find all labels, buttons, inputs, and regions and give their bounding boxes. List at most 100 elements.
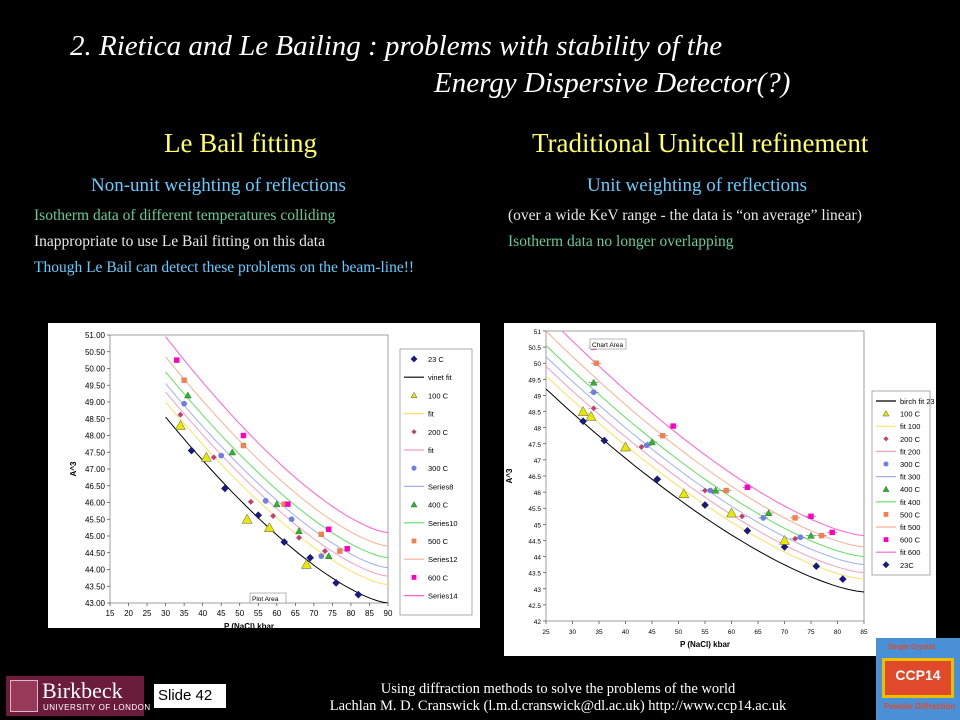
data-point — [344, 546, 350, 552]
legend-label: 300 C — [900, 460, 921, 469]
legend-entry: fit — [404, 410, 435, 419]
x-tick-label: 70 — [309, 609, 318, 618]
legend-entry: 100 C — [410, 391, 449, 400]
fit-line-4 — [546, 345, 864, 558]
legend-entry: Series8 — [404, 482, 453, 491]
legend-label: 23 C — [428, 355, 444, 364]
data-point — [228, 448, 237, 456]
legend-label: fit 300 — [900, 473, 920, 482]
footer-line1: Using diffraction methods to solve the p… — [380, 681, 736, 697]
y-tick-label: 47.50 — [85, 448, 106, 457]
data-point — [221, 484, 229, 493]
x-tick-label: 70 — [781, 629, 789, 636]
data-point — [643, 442, 650, 449]
unitcell-chart-svg: 42 42.5 43 43.5 44 44.5 45 45.5 46 46.5 47 47.5 48 48… — [505, 329, 935, 649]
data-point — [354, 590, 363, 599]
y-tick-label: 51.00 — [85, 331, 106, 340]
legend-label: 200 C — [428, 428, 449, 437]
y-tick-label: 47.5 — [528, 442, 541, 449]
x-tick-label: 65 — [291, 609, 300, 618]
y-axis-label: A^3 — [69, 461, 78, 476]
data-point — [648, 438, 656, 446]
y-tick-label: 46.50 — [85, 482, 106, 491]
x-tick-label: 80 — [346, 609, 355, 618]
y-tick-label: 48.00 — [85, 432, 106, 441]
footer-line2: Lachlan M. D. Cranswick (l.m.d.cranswick… — [329, 698, 787, 714]
data-point — [637, 443, 646, 451]
data-point — [590, 389, 597, 396]
x-tick-label: 45 — [648, 629, 656, 636]
fit-line-5 — [165, 356, 388, 547]
data-point — [184, 391, 192, 399]
legend-entry: Series14 — [404, 592, 458, 601]
plot-area — [545, 330, 865, 622]
data-point — [200, 451, 212, 462]
x-tick-label: 75 — [807, 629, 815, 636]
y-axis-label: A^3 — [505, 468, 514, 483]
data-point — [301, 558, 312, 569]
data-point — [838, 575, 847, 583]
series-400-c — [184, 391, 333, 560]
y-tick-label: 44.5 — [528, 538, 541, 545]
data-point — [744, 484, 751, 490]
data-point — [818, 532, 825, 539]
data-point — [262, 497, 269, 504]
y-tick-label: 50.00 — [85, 365, 106, 374]
data-point — [269, 512, 277, 520]
x-axis-label: P (NaCl) kbar — [680, 640, 730, 649]
data-point — [240, 432, 247, 439]
legend-entry: vinet fit — [404, 373, 453, 382]
annotation-label: Plot Area — [252, 596, 279, 603]
data-point — [797, 534, 804, 541]
legend-marker — [883, 461, 889, 467]
legend-entry: 500 C — [411, 537, 449, 546]
legend-marker — [882, 561, 890, 569]
legend-marker — [882, 435, 890, 443]
y-tick-label: 47.00 — [85, 465, 106, 474]
series-100-c — [577, 406, 790, 545]
annotation-box — [589, 338, 627, 350]
x-tick-label: 35 — [180, 609, 189, 618]
fit-line-1 — [165, 401, 388, 586]
legend-label: 100 C — [900, 410, 921, 419]
legend-entry: fit 100 — [876, 422, 920, 431]
data-point — [174, 357, 180, 363]
y-tick-label: 46.5 — [528, 474, 541, 481]
legend-marker — [410, 428, 418, 436]
ccp14-badge: CCP14 — [882, 658, 954, 698]
data-point — [807, 531, 815, 539]
y-tick-label: 50.5 — [528, 345, 541, 352]
data-point — [585, 410, 597, 421]
series-300-c — [588, 389, 806, 541]
data-point — [723, 487, 729, 494]
x-tick-label: 40 — [198, 609, 207, 618]
y-tick-label: 42.5 — [528, 603, 541, 610]
le-bail-chart-svg: 43.00 43.50 44.00 44.50 45.00 45.50 46.00 46.50… — [69, 331, 473, 628]
birkbeck-crest-icon — [10, 680, 38, 712]
y-tick-label: 48 — [534, 426, 542, 433]
data-point — [176, 410, 185, 419]
legend-entry: 23C — [882, 561, 914, 570]
legend-label: 400 C — [900, 485, 921, 494]
fit-line-6 — [165, 336, 388, 534]
y-tick-label: 48.5 — [528, 410, 541, 417]
y-tick-label: 43.50 — [85, 582, 106, 591]
legend-label: 500 C — [900, 510, 921, 519]
x-tick-label: 65 — [754, 629, 762, 636]
x-tick-label: 30 — [569, 629, 577, 636]
legend-label: Series8 — [428, 482, 453, 491]
legend-label: fit — [428, 410, 435, 419]
data-point — [659, 433, 666, 439]
legend-label: fit 100 — [900, 422, 920, 431]
data-point — [579, 417, 587, 426]
data-point — [779, 534, 790, 545]
data-point — [254, 511, 263, 520]
data-point — [288, 516, 295, 523]
legend-entry: 600 C — [411, 573, 449, 582]
data-point — [218, 452, 225, 459]
data-point — [181, 377, 187, 383]
data-point — [780, 543, 789, 551]
data-point — [181, 400, 188, 407]
slide-title-line1: 2. Rietica and Le Bailing : problems wit… — [70, 30, 723, 62]
x-tick-label: 60 — [728, 629, 736, 636]
